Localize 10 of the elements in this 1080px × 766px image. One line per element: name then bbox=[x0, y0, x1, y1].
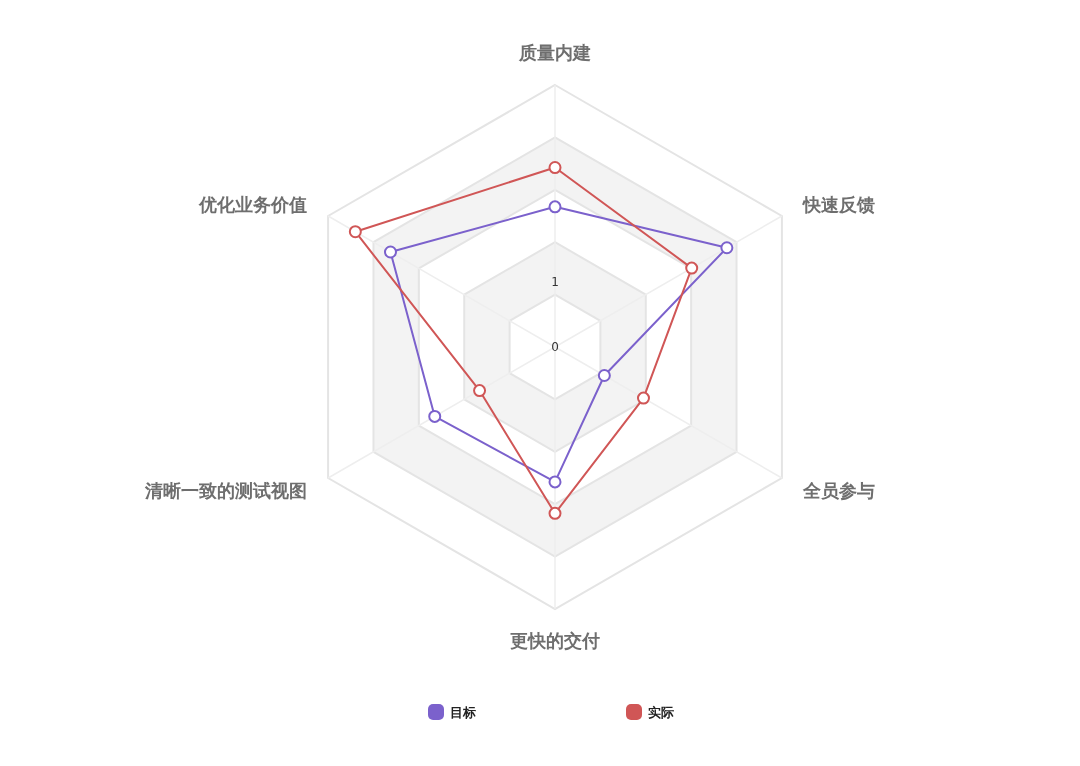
spoke-label: 全员参与 bbox=[801, 480, 875, 501]
spoke-label: 质量内建 bbox=[518, 42, 591, 63]
spoke-label: 清晰一致的测试视图 bbox=[144, 480, 308, 501]
spoke-label: 快速反馈 bbox=[801, 194, 875, 215]
legend-label: 目标 bbox=[450, 705, 476, 720]
y-tick-label: 0 bbox=[551, 340, 559, 354]
legend-label: 实际 bbox=[648, 705, 674, 720]
spoke-label: 更快的交付 bbox=[510, 630, 600, 651]
spoke-label: 优化业务价值 bbox=[198, 194, 308, 215]
y-tick-label: 1 bbox=[551, 274, 559, 289]
